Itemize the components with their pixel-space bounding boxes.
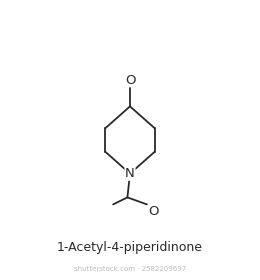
Text: O: O: [148, 205, 158, 218]
Text: shutterstock.com · 2582209697: shutterstock.com · 2582209697: [74, 266, 186, 272]
Text: 1-Acetyl-4-piperidinone: 1-Acetyl-4-piperidinone: [57, 241, 203, 254]
Text: N: N: [125, 167, 135, 180]
Text: O: O: [125, 74, 135, 87]
